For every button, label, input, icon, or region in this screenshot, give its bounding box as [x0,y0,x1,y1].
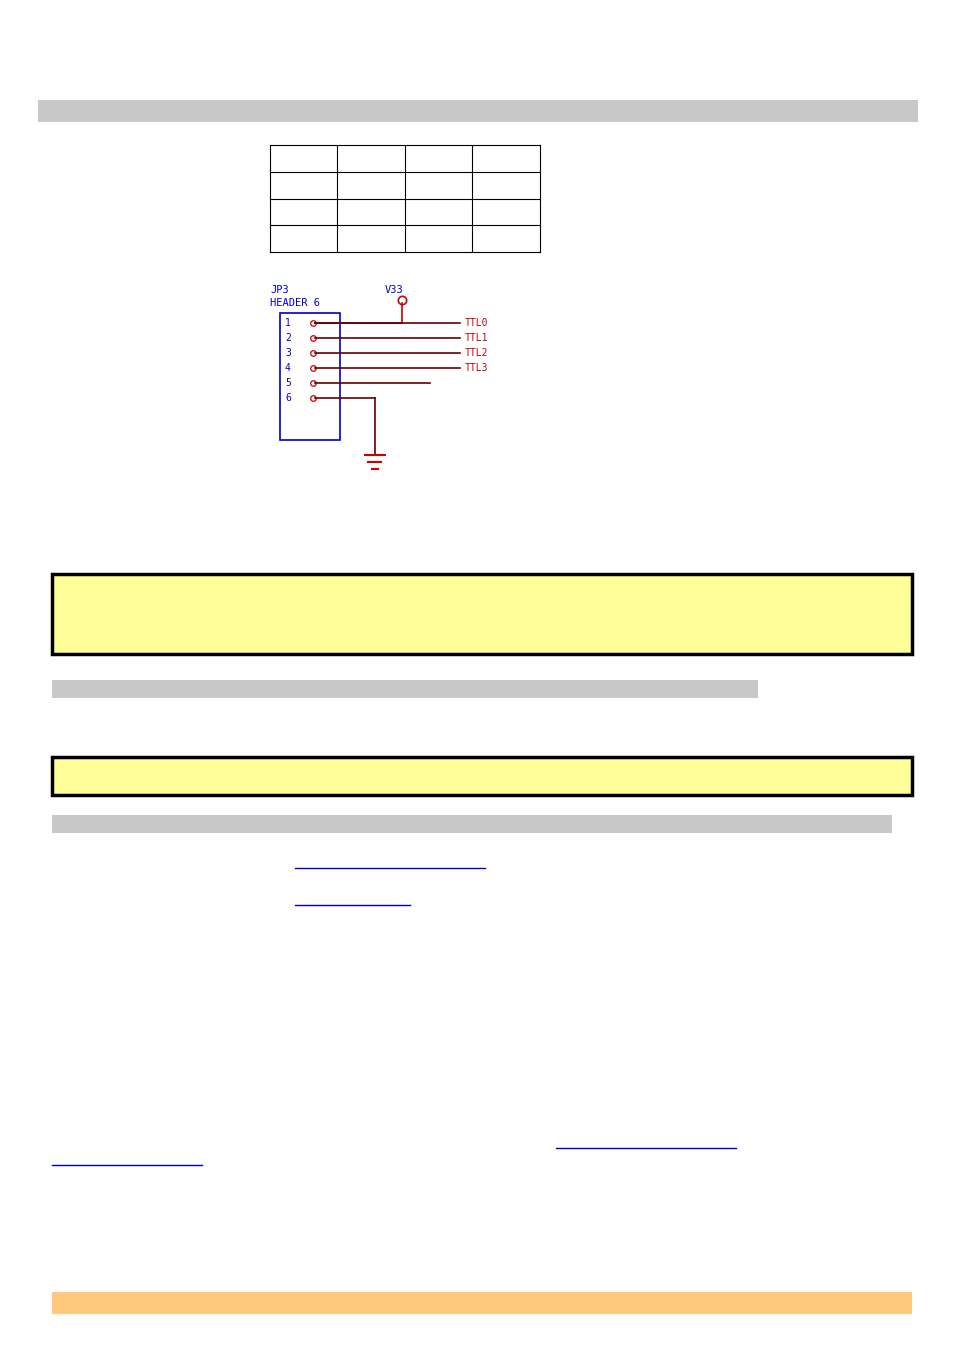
Text: 1: 1 [285,319,291,328]
Bar [52,815,891,833]
Text: 4: 4 [285,363,291,373]
Text: TTL1: TTL1 [464,333,488,343]
Text: TTL2: TTL2 [464,348,488,358]
Text: 3: 3 [285,348,291,358]
Text: 6: 6 [285,393,291,404]
Bar [52,757,911,795]
Text: JP3: JP3 [270,285,289,296]
Text: HEADER 6: HEADER 6 [270,298,319,308]
Text: 2: 2 [285,333,291,343]
Bar [280,313,339,440]
Bar [52,574,911,653]
Text: V33: V33 [385,285,403,296]
Bar [38,100,917,122]
Text: TTL3: TTL3 [464,363,488,373]
Bar [52,1292,911,1314]
Bar [52,680,758,698]
Text: TTL0: TTL0 [464,319,488,328]
Text: 5: 5 [285,378,291,387]
